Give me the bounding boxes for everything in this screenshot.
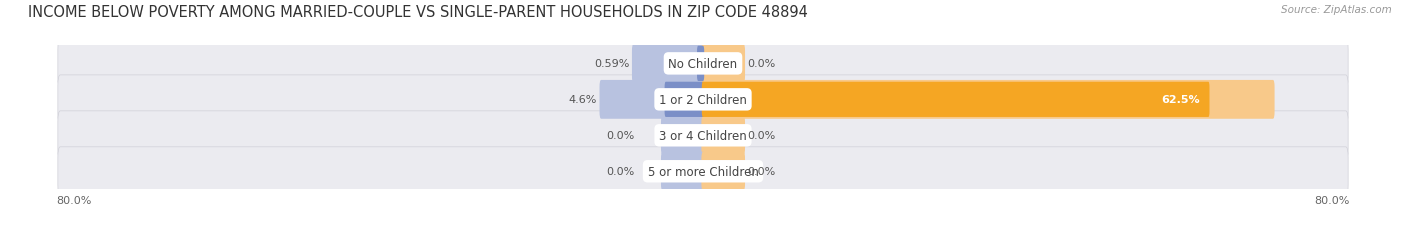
FancyBboxPatch shape	[58, 111, 1348, 160]
Text: Source: ZipAtlas.com: Source: ZipAtlas.com	[1281, 5, 1392, 15]
Text: 4.6%: 4.6%	[568, 95, 598, 105]
FancyBboxPatch shape	[58, 40, 1348, 88]
Text: 0.0%: 0.0%	[748, 167, 776, 176]
Text: 5 or more Children: 5 or more Children	[648, 165, 758, 178]
FancyBboxPatch shape	[665, 82, 704, 117]
FancyBboxPatch shape	[702, 81, 1275, 119]
Text: 0.0%: 0.0%	[606, 167, 634, 176]
Text: No Children: No Children	[668, 58, 738, 71]
Text: 80.0%: 80.0%	[56, 195, 91, 205]
FancyBboxPatch shape	[58, 147, 1348, 196]
FancyBboxPatch shape	[702, 45, 745, 83]
Text: 62.5%: 62.5%	[1161, 95, 1201, 105]
FancyBboxPatch shape	[58, 76, 1348, 124]
Text: 0.59%: 0.59%	[595, 59, 630, 69]
FancyBboxPatch shape	[702, 116, 745, 155]
FancyBboxPatch shape	[661, 116, 704, 155]
Text: 3 or 4 Children: 3 or 4 Children	[659, 129, 747, 142]
FancyBboxPatch shape	[697, 47, 704, 82]
FancyBboxPatch shape	[702, 152, 745, 191]
FancyBboxPatch shape	[661, 152, 704, 191]
Text: 1 or 2 Children: 1 or 2 Children	[659, 93, 747, 106]
FancyBboxPatch shape	[599, 81, 704, 119]
FancyBboxPatch shape	[702, 82, 1209, 117]
Text: 0.0%: 0.0%	[748, 131, 776, 141]
Text: 80.0%: 80.0%	[1315, 195, 1350, 205]
Text: INCOME BELOW POVERTY AMONG MARRIED-COUPLE VS SINGLE-PARENT HOUSEHOLDS IN ZIP COD: INCOME BELOW POVERTY AMONG MARRIED-COUPL…	[28, 5, 808, 20]
Text: 0.0%: 0.0%	[748, 59, 776, 69]
FancyBboxPatch shape	[631, 45, 704, 83]
Text: 0.0%: 0.0%	[606, 131, 634, 141]
